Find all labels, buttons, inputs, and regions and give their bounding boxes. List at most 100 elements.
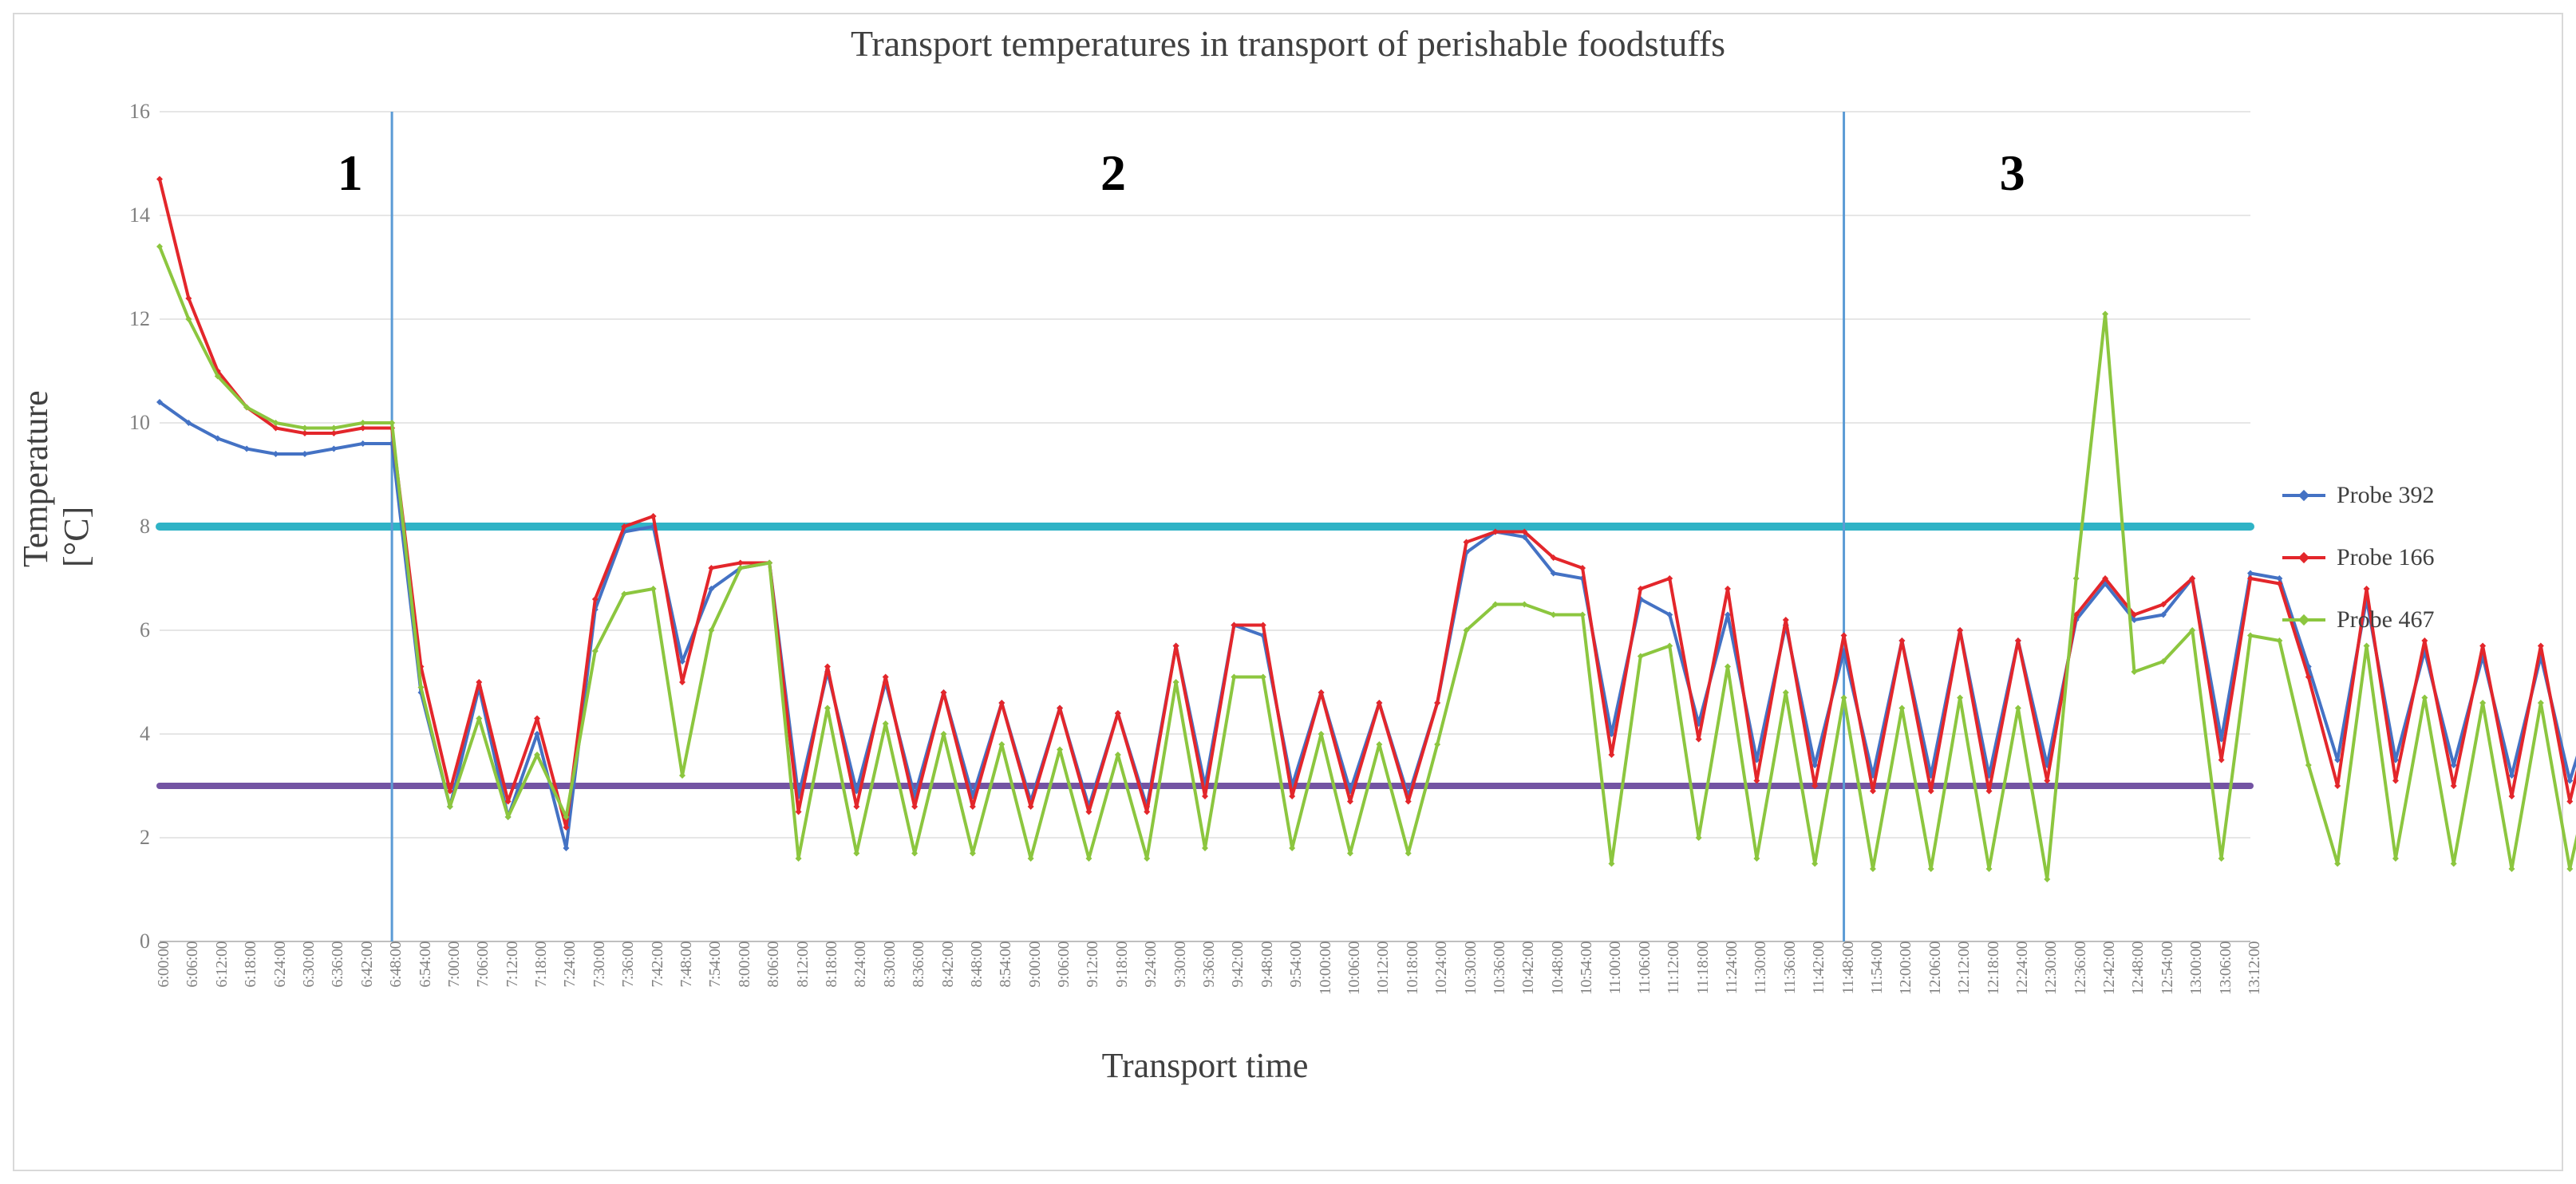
x-tick-label: 6:30:00	[300, 941, 318, 988]
x-tick-label: 9:12:00	[1084, 941, 1102, 988]
y-tick-label: 8	[140, 515, 150, 539]
x-tick-label: 8:48:00	[968, 941, 986, 988]
x-tick-label: 9:36:00	[1200, 941, 1219, 988]
y-tick-label: 12	[129, 307, 150, 331]
x-tick-label: 6:12:00	[213, 941, 231, 988]
x-tick-label: 6:36:00	[329, 941, 347, 988]
x-tick-label: 8:06:00	[765, 941, 783, 988]
x-tick-label: 11:48:00	[1839, 941, 1858, 994]
x-tick-label: 7:54:00	[706, 941, 725, 988]
region-label: 2	[1100, 144, 1126, 203]
x-tick-label: 13:06:00	[2217, 941, 2235, 995]
y-tick-label: 10	[129, 411, 150, 435]
x-tick-label: 9:30:00	[1171, 941, 1190, 988]
x-tick-label: 11:42:00	[1810, 941, 1828, 994]
legend-item: Probe 467	[2282, 606, 2435, 633]
x-tick-label: 10:24:00	[1432, 941, 1451, 995]
x-tick-label: 6:48:00	[387, 941, 405, 988]
y-tick-label: 0	[140, 929, 150, 953]
x-tick-label: 11:36:00	[1781, 941, 1800, 994]
x-tick-label: 10:12:00	[1374, 941, 1393, 995]
y-axis-label: Temperature [°C]	[15, 535, 97, 567]
x-tick-label: 12:42:00	[2100, 941, 2119, 995]
x-tick-label: 10:18:00	[1404, 941, 1422, 995]
x-tick-label: 9:42:00	[1229, 941, 1247, 988]
x-tick-label: 12:30:00	[2042, 941, 2060, 995]
x-tick-label: 12:00:00	[1897, 941, 1915, 995]
x-tick-label: 7:18:00	[532, 941, 551, 988]
x-tick-label: 7:00:00	[445, 941, 464, 988]
x-tick-label: 7:42:00	[649, 941, 667, 988]
plot-area: 02468101214166:00:006:06:006:12:006:18:0…	[160, 112, 2250, 941]
x-tick-label: 8:36:00	[910, 941, 928, 988]
x-tick-label: 11:06:00	[1636, 941, 1654, 994]
y-tick-label: 4	[140, 722, 150, 746]
x-tick-label: 12:54:00	[2159, 941, 2177, 995]
x-tick-label: 13:12:00	[2246, 941, 2264, 995]
legend-item: Probe 166	[2282, 544, 2435, 571]
x-tick-label: 8:42:00	[939, 941, 958, 988]
x-tick-label: 10:54:00	[1578, 941, 1596, 995]
x-tick-label: 9:06:00	[1055, 941, 1073, 988]
x-tick-label: 8:30:00	[881, 941, 899, 988]
x-tick-label: 9:48:00	[1258, 941, 1277, 988]
x-tick-label: 12:12:00	[1955, 941, 1973, 995]
x-tick-label: 10:36:00	[1491, 941, 1509, 995]
x-tick-label: 9:00:00	[1026, 941, 1045, 988]
x-tick-label: 8:12:00	[794, 941, 812, 988]
x-tick-label: 7:36:00	[619, 941, 638, 988]
legend-label: Probe 392	[2337, 482, 2435, 509]
x-tick-label: 8:54:00	[997, 941, 1015, 988]
x-tick-label: 6:00:00	[155, 941, 173, 988]
x-tick-label: 8:18:00	[823, 941, 841, 988]
x-tick-label: 9:24:00	[1142, 941, 1160, 988]
legend-item: Probe 392	[2282, 482, 2435, 509]
y-tick-label: 16	[129, 100, 150, 124]
x-tick-label: 10:30:00	[1462, 941, 1480, 995]
legend: Probe 392 Probe 166 Probe 467	[2282, 447, 2435, 669]
x-tick-label: 10:42:00	[1519, 941, 1538, 995]
x-tick-label: 11:54:00	[1868, 941, 1887, 994]
x-tick-label: 7:30:00	[591, 941, 609, 988]
region-label: 1	[338, 144, 363, 203]
x-tick-label: 6:06:00	[184, 941, 202, 988]
x-tick-label: 6:18:00	[242, 941, 260, 988]
x-tick-label: 10:06:00	[1345, 941, 1364, 995]
x-axis-label: Transport time	[160, 1045, 2250, 1086]
x-tick-label: 12:18:00	[1985, 941, 2003, 995]
x-tick-label: 11:30:00	[1752, 941, 1770, 994]
x-tick-label: 9:18:00	[1113, 941, 1132, 988]
x-tick-label: 7:06:00	[474, 941, 492, 988]
x-tick-label: 8:24:00	[851, 941, 870, 988]
x-tick-label: 11:00:00	[1606, 941, 1625, 994]
x-tick-label: 10:00:00	[1317, 941, 1335, 995]
legend-label: Probe 166	[2337, 544, 2435, 571]
x-tick-label: 13:00:00	[2187, 941, 2206, 995]
y-tick-label: 2	[140, 826, 150, 850]
x-tick-label: 12:24:00	[2013, 941, 2032, 995]
x-tick-label: 8:00:00	[736, 941, 754, 988]
legend-swatch	[2282, 618, 2325, 622]
x-tick-label: 6:54:00	[417, 941, 435, 988]
legend-swatch	[2282, 556, 2325, 559]
x-tick-label: 7:12:00	[504, 941, 522, 988]
x-tick-label: 11:24:00	[1723, 941, 1741, 994]
chart-container: Transport temperatures in transport of p…	[0, 0, 2576, 1184]
x-tick-label: 12:36:00	[2072, 941, 2090, 995]
x-tick-label: 10:48:00	[1549, 941, 1567, 995]
region-label: 3	[2000, 144, 2025, 203]
y-tick-label: 6	[140, 618, 150, 642]
x-tick-label: 11:18:00	[1694, 941, 1713, 994]
chart-title: Transport temperatures in transport of p…	[0, 22, 2576, 65]
x-tick-label: 6:24:00	[271, 941, 290, 988]
legend-label: Probe 467	[2337, 606, 2435, 633]
x-tick-label: 7:24:00	[561, 941, 579, 988]
x-tick-label: 12:48:00	[2129, 941, 2147, 995]
y-tick-label: 14	[129, 203, 150, 227]
x-tick-label: 7:48:00	[678, 941, 696, 988]
x-tick-label: 12:06:00	[1926, 941, 1945, 995]
x-tick-label: 9:54:00	[1287, 941, 1306, 988]
x-tick-label: 11:12:00	[1665, 941, 1683, 994]
chart-svg	[160, 112, 2250, 941]
x-tick-label: 6:42:00	[358, 941, 377, 988]
